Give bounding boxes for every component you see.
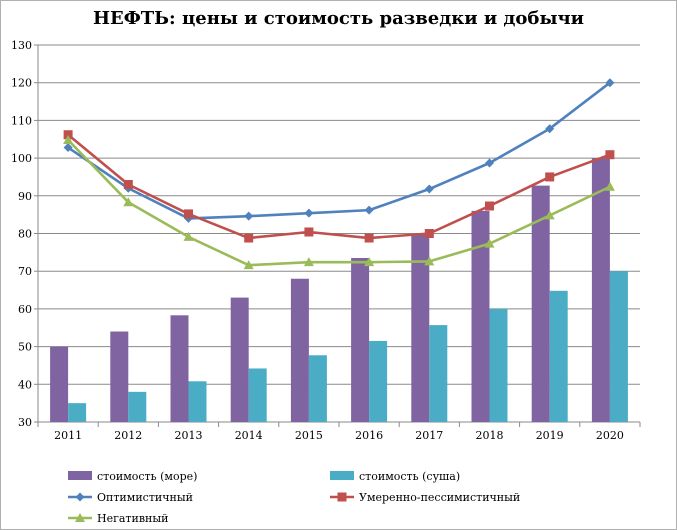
- y-tick-label: 120: [11, 77, 32, 90]
- point-marker: [75, 492, 85, 502]
- point-marker: [63, 130, 73, 140]
- point-marker: [424, 229, 434, 238]
- point-marker: [485, 158, 494, 168]
- point-marker: [63, 143, 73, 153]
- x-tick-label: 2011: [54, 429, 82, 442]
- legend-swatch: [68, 471, 92, 480]
- y-tick-label: 70: [18, 265, 32, 278]
- point-marker: [244, 233, 254, 243]
- bar: [369, 340, 388, 422]
- y-tick-label: 110: [11, 114, 32, 127]
- series-line: [67, 133, 611, 240]
- x-tick-label: 2013: [175, 429, 203, 442]
- point-marker: [244, 211, 254, 221]
- series-lines: [63, 78, 615, 270]
- bar: [531, 185, 550, 422]
- bar: [128, 391, 147, 422]
- legend-label: Умеренно-пессимистичный: [359, 491, 520, 504]
- point-marker: [605, 78, 615, 88]
- point-marker: [304, 227, 314, 237]
- tick-labels: 30 40 50 60 70 80 90 100 110 120 130 2011 2012 2013 20…: [11, 39, 624, 442]
- point-marker: [184, 209, 193, 219]
- x-tick-label: 2012: [114, 429, 142, 442]
- y-tick-label: 130: [11, 39, 32, 52]
- point-marker: [544, 210, 555, 220]
- y-tick-label: 100: [11, 152, 32, 165]
- point-marker: [75, 513, 85, 522]
- bar: [351, 258, 370, 422]
- bar: [549, 290, 568, 422]
- x-tick-label: 2020: [596, 429, 624, 442]
- chart-title: НЕФТЬ: цены и стоимость разведки и добыч…: [92, 8, 585, 29]
- legend-label: Негативный: [97, 512, 168, 525]
- bar: [308, 355, 327, 422]
- point-marker: [364, 257, 375, 267]
- y-tick-label: 50: [18, 341, 32, 354]
- bar: [110, 331, 129, 422]
- x-tick-label: 2018: [476, 429, 504, 442]
- bar: [290, 278, 309, 422]
- y-tick-label: 30: [18, 416, 32, 429]
- legend-label: стоимость (суша): [359, 470, 460, 483]
- point-marker: [123, 197, 134, 207]
- point-marker: [303, 257, 314, 267]
- bar: [230, 297, 249, 422]
- bar: [429, 325, 448, 422]
- x-tick-label: 2015: [295, 429, 323, 442]
- x-tick-label: 2017: [415, 429, 443, 442]
- bar: [591, 158, 610, 422]
- point-marker: [604, 181, 615, 191]
- point-marker: [183, 231, 194, 241]
- bar: [170, 315, 189, 422]
- point-marker: [243, 260, 254, 270]
- bar: [188, 381, 207, 422]
- bar: [609, 271, 628, 422]
- point-marker: [63, 135, 74, 145]
- point-marker: [424, 184, 434, 194]
- bar: [489, 308, 508, 422]
- legend: стоимость (море) стоимость (суша) Оптимист…: [68, 470, 520, 525]
- point-marker: [304, 208, 314, 218]
- legend-swatch: [330, 471, 354, 480]
- series-line: [67, 81, 611, 220]
- x-tick-label: 2014: [235, 429, 263, 442]
- legend-label: стоимость (море): [97, 470, 197, 483]
- series-line: [67, 139, 611, 267]
- bars: [50, 158, 628, 422]
- bar: [248, 368, 267, 422]
- point-marker: [337, 492, 347, 502]
- point-marker: [485, 201, 494, 211]
- point-marker: [484, 238, 495, 248]
- y-tick-label: 40: [18, 378, 32, 391]
- point-marker: [545, 124, 555, 134]
- bar: [68, 403, 87, 422]
- bar: [411, 233, 430, 422]
- point-marker: [364, 233, 374, 243]
- x-tick-label: 2019: [536, 429, 564, 442]
- y-tick-label: 90: [18, 190, 32, 203]
- point-marker: [605, 150, 615, 160]
- point-marker: [364, 205, 374, 215]
- y-tick-label: 60: [18, 303, 32, 316]
- point-marker: [123, 179, 133, 189]
- bar: [50, 346, 69, 422]
- y-tick-label: 80: [18, 228, 32, 241]
- x-tick-label: 2016: [355, 429, 383, 442]
- point-marker: [545, 172, 555, 182]
- legend-label: Оптимистичный: [97, 491, 193, 504]
- point-marker: [424, 256, 435, 266]
- bar: [471, 210, 490, 422]
